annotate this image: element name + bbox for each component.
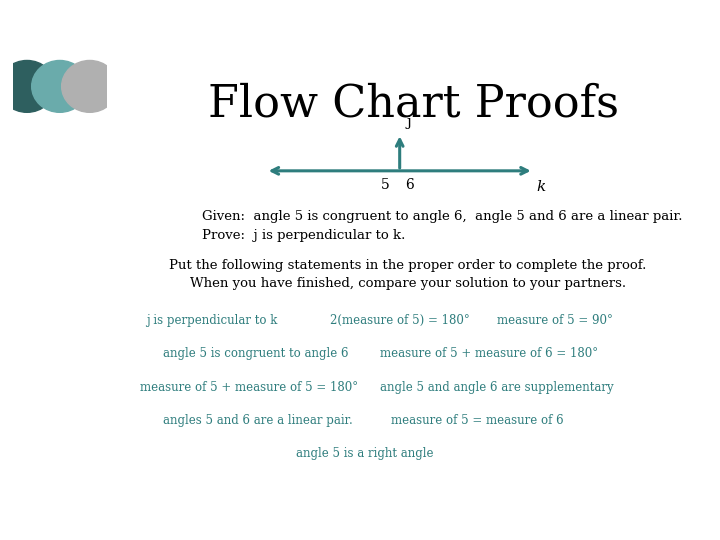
Text: Prove:  j is perpendicular to k.: Prove: j is perpendicular to k. xyxy=(202,229,405,242)
Circle shape xyxy=(0,60,55,112)
Text: measure of 5 = 90°: measure of 5 = 90° xyxy=(498,314,613,327)
Text: angle 5 is congruent to angle 6: angle 5 is congruent to angle 6 xyxy=(163,347,348,360)
Text: angles 5 and 6 are a linear pair.: angles 5 and 6 are a linear pair. xyxy=(163,414,352,427)
Text: Given:  angle 5 is congruent to angle 6,  angle 5 and 6 are a linear pair.: Given: angle 5 is congruent to angle 6, … xyxy=(202,210,682,223)
Circle shape xyxy=(32,60,88,112)
Text: j is perpendicular to k: j is perpendicular to k xyxy=(145,314,277,327)
Text: k: k xyxy=(536,180,546,194)
Text: 2(measure of 5) = 180°: 2(measure of 5) = 180° xyxy=(330,314,469,327)
Text: measure of 5 = measure of 6: measure of 5 = measure of 6 xyxy=(392,414,564,427)
Text: angle 5 is a right angle: angle 5 is a right angle xyxy=(297,447,434,460)
Text: Put the following statements in the proper order to complete the proof.: Put the following statements in the prop… xyxy=(169,259,647,272)
Text: angle 5 and angle 6 are supplementary: angle 5 and angle 6 are supplementary xyxy=(380,381,613,394)
Text: 6: 6 xyxy=(405,178,414,192)
Text: When you have finished, compare your solution to your partners.: When you have finished, compare your sol… xyxy=(190,276,626,289)
Text: measure of 5 + measure of 5 = 180°: measure of 5 + measure of 5 = 180° xyxy=(140,381,359,394)
Text: 5: 5 xyxy=(381,178,390,192)
Text: j: j xyxy=(407,115,412,129)
Circle shape xyxy=(62,60,118,112)
Text: measure of 5 + measure of 6 = 180°: measure of 5 + measure of 6 = 180° xyxy=(380,347,598,360)
Text: Flow Chart Proofs: Flow Chart Proofs xyxy=(208,83,619,126)
